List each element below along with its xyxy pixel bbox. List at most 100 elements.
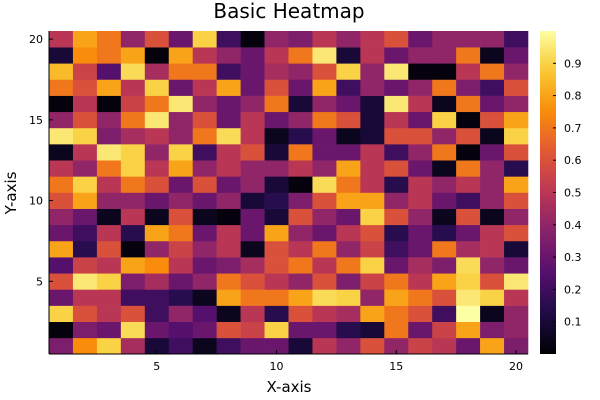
heatmap-cell bbox=[192, 47, 217, 64]
heatmap-cell bbox=[240, 176, 265, 193]
heatmap-cell bbox=[49, 95, 74, 113]
heatmap-cell bbox=[384, 289, 409, 306]
heatmap-cell bbox=[312, 47, 337, 64]
heatmap-cell bbox=[504, 224, 529, 242]
heatmap-cell bbox=[408, 47, 433, 64]
heatmap-cell bbox=[49, 79, 74, 96]
heatmap-cell bbox=[360, 305, 385, 322]
heatmap-cell bbox=[120, 95, 146, 113]
heatmap-cell bbox=[264, 31, 289, 48]
heatmap-cell bbox=[384, 111, 409, 129]
heatmap-cell bbox=[456, 176, 481, 193]
heatmap-cell bbox=[504, 321, 529, 339]
heatmap-cell bbox=[360, 111, 385, 129]
heatmap-cell bbox=[408, 192, 433, 209]
y-tick-label: 20 bbox=[29, 33, 43, 46]
heatmap-cell bbox=[168, 337, 193, 355]
heatmap-cell bbox=[192, 289, 217, 306]
heatmap-cell bbox=[384, 31, 409, 48]
heatmap-cell bbox=[336, 321, 361, 339]
heatmap-cell bbox=[168, 273, 193, 290]
heatmap-cell bbox=[264, 47, 289, 64]
heatmap-cell bbox=[192, 192, 217, 209]
heatmap-cell bbox=[408, 224, 433, 242]
heatmap-cell bbox=[168, 208, 193, 226]
heatmap-cell bbox=[72, 240, 98, 258]
heatmap-cell bbox=[144, 305, 170, 322]
heatmap-cell bbox=[240, 144, 265, 161]
heatmap-cell bbox=[49, 111, 74, 129]
colorbar-tick-label: 0.9 bbox=[564, 57, 582, 70]
heatmap-cell bbox=[504, 337, 529, 355]
heatmap-cell bbox=[432, 240, 457, 258]
heatmap-cell bbox=[264, 337, 289, 355]
heatmap-cell bbox=[240, 79, 265, 96]
y-tick-label: 5 bbox=[36, 275, 43, 288]
heatmap-cell bbox=[336, 31, 361, 48]
heatmap-cell bbox=[96, 79, 122, 96]
heatmap-cell bbox=[72, 305, 98, 322]
heatmap-cell bbox=[384, 47, 409, 64]
heatmap-cell bbox=[168, 176, 193, 193]
heatmap-cell bbox=[72, 63, 98, 80]
colorbar-tick-label: 0.6 bbox=[564, 154, 582, 167]
heatmap-cell bbox=[288, 321, 313, 339]
colorbar-ticks: 0.1 0.2 0.3 0.4 0.5 0.6 0.7 0.8 0.9 bbox=[553, 57, 582, 329]
heatmap-cell bbox=[96, 240, 122, 258]
heatmap-cell bbox=[384, 240, 409, 258]
heatmap-cell bbox=[120, 63, 146, 80]
heatmap-cell bbox=[240, 337, 265, 355]
heatmap-cell bbox=[49, 289, 74, 306]
heatmap-cell bbox=[120, 176, 146, 193]
heatmap-cell bbox=[264, 127, 289, 145]
heatmap-cell bbox=[216, 192, 241, 209]
heatmap-cell bbox=[480, 273, 505, 290]
heatmap-cell bbox=[384, 176, 409, 193]
heatmap-cell bbox=[360, 31, 385, 48]
heatmap-cell bbox=[72, 160, 98, 177]
heatmap-cell bbox=[336, 192, 361, 209]
heatmap-cell bbox=[96, 192, 122, 209]
heatmap-cell bbox=[480, 240, 505, 258]
heatmap-cell bbox=[120, 79, 146, 96]
heatmap-cell bbox=[120, 31, 146, 48]
heatmap-cell bbox=[408, 79, 433, 96]
heatmap-cell bbox=[288, 224, 313, 242]
heatmap-cell bbox=[360, 192, 385, 209]
heatmap-cell bbox=[504, 192, 529, 209]
heatmap-cell bbox=[384, 160, 409, 177]
heatmap-cell bbox=[456, 111, 481, 129]
heatmap-cell bbox=[96, 305, 122, 322]
heatmap-cell bbox=[288, 337, 313, 355]
heatmap-cell bbox=[336, 176, 361, 193]
heatmap-cell bbox=[192, 321, 217, 339]
heatmap-cell bbox=[288, 208, 313, 226]
heatmap-cell bbox=[49, 176, 74, 193]
heatmap-cell bbox=[504, 160, 529, 177]
heatmap-cell bbox=[312, 273, 337, 290]
heatmap-cell bbox=[384, 79, 409, 96]
heatmap-cell bbox=[216, 63, 241, 80]
heatmap-cell bbox=[168, 289, 193, 306]
heatmap-cell bbox=[192, 240, 217, 258]
heatmap-cell bbox=[504, 111, 529, 129]
heatmap-cell bbox=[480, 31, 505, 48]
heatmap-cell bbox=[240, 95, 265, 113]
heatmap-cell bbox=[72, 257, 98, 274]
heatmap-cell bbox=[49, 337, 74, 355]
heatmap-cell bbox=[192, 273, 217, 290]
heatmap-cell bbox=[336, 208, 361, 226]
heatmap-cell bbox=[264, 192, 289, 209]
heatmap-cell bbox=[336, 273, 361, 290]
heatmap-cell bbox=[360, 224, 385, 242]
heatmap-cell bbox=[456, 31, 481, 48]
heatmap-cell bbox=[432, 257, 457, 274]
heatmap-cell bbox=[432, 127, 457, 145]
heatmap-cell bbox=[144, 192, 170, 209]
heatmap-cell bbox=[480, 111, 505, 129]
heatmap-cells bbox=[49, 31, 529, 355]
heatmap-cell bbox=[120, 257, 146, 274]
heatmap-cell bbox=[120, 224, 146, 242]
heatmap-cell bbox=[120, 127, 146, 145]
heatmap-cell bbox=[192, 95, 217, 113]
